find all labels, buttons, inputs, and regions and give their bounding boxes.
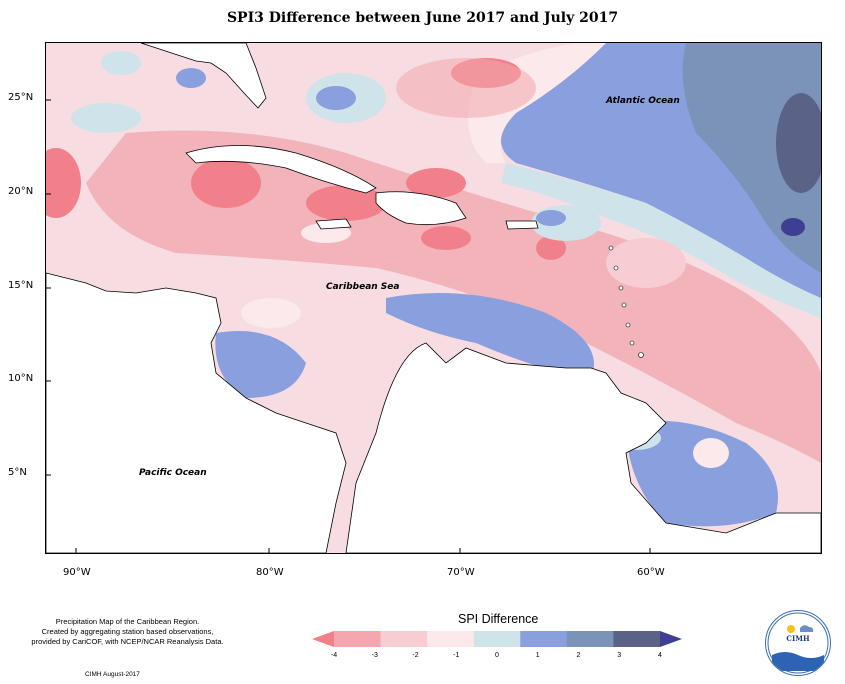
footer-note-line3: provided by CariCOF, with NCEP/NCAR Rean… [31,637,224,646]
legend-swatch [473,631,521,647]
strong-dry-cuba-west [191,158,261,208]
atlantic-ocean-label: Atlantic Ocean [606,96,680,106]
legend-tick-label: -2 [412,652,419,659]
legend-swatch [427,631,475,647]
central-america-land [46,272,347,553]
atlantic-dark-patch [776,93,821,193]
legend-tick-label: 0 [495,652,499,659]
legend-swatch [380,631,428,647]
south-america-land [345,342,821,553]
legend-tick-label: -1 [453,652,460,659]
spi-difference-map: Atlantic Ocean Caribbean Sea Pacific Oce… [45,42,822,554]
footer-credit: CIMH August-2017 [85,671,140,678]
lat-label-25n: 25°N [8,92,34,103]
puerto-rico-land [505,220,539,230]
south-caribbean-blue [386,293,594,378]
legend-swatch-max [660,631,682,647]
legend-tick-label: 3 [617,652,622,659]
atlantic-dark-spot [781,218,805,236]
footer-note: Precipitation Map of the Caribbean Regio… [20,617,235,647]
lat-label-5n: 5°N [8,467,27,478]
atlantic-lightblue-band [501,163,821,318]
guianas-blue [626,420,778,527]
footer-note-line2: Created by aggregating station based obs… [41,627,214,636]
lon-label-80w: 80°W [256,567,284,578]
pacific-ocean-label: Pacific Ocean [139,468,207,478]
legend-swatch [613,631,661,647]
strong-dry-jamaica [306,185,386,221]
cimh-logo-text: CIMH [786,634,810,643]
legend-tick-label: 1 [535,652,540,659]
legend-tick-label: 4 [658,652,662,659]
central-america-blue [215,331,306,398]
legend-colorbar [312,631,682,647]
atlantic-steel-region [682,43,821,273]
cuba-land [185,145,377,194]
hispaniola-land [375,191,467,226]
legend-tick-label: -4 [330,652,338,659]
footer-note-line1: Precipitation Map of the Caribbean Regio… [55,617,200,626]
florida-land [140,43,267,109]
caribbean-sea-label: Caribbean Sea [326,282,400,292]
lat-label-15n: 15°N [8,280,34,291]
lat-label-20n: 20°N [8,186,34,197]
jamaica-land [315,218,352,230]
lat-label-10n: 10°N [8,373,34,384]
legend-swatch [520,631,568,647]
cimh-logo-graphic [767,612,829,674]
cimh-logo: CIMH [765,610,831,676]
lesser-antilles [608,245,644,358]
lon-label-70w: 70°W [447,567,475,578]
legend-swatch [566,631,614,647]
lon-label-60w: 60°W [637,567,665,578]
map-canvas [46,43,821,553]
legend-swatch-min [312,631,334,647]
legend-tick-label: -3 [371,652,378,659]
legend-title: SPI Difference [458,612,539,626]
legend-swatch [334,631,382,647]
legend-tick-label: 2 [576,652,581,659]
central-pink-band [86,130,821,463]
lon-label-90w: 90°W [63,567,91,578]
map-title: SPI3 Difference between June 2017 and Ju… [226,10,619,26]
